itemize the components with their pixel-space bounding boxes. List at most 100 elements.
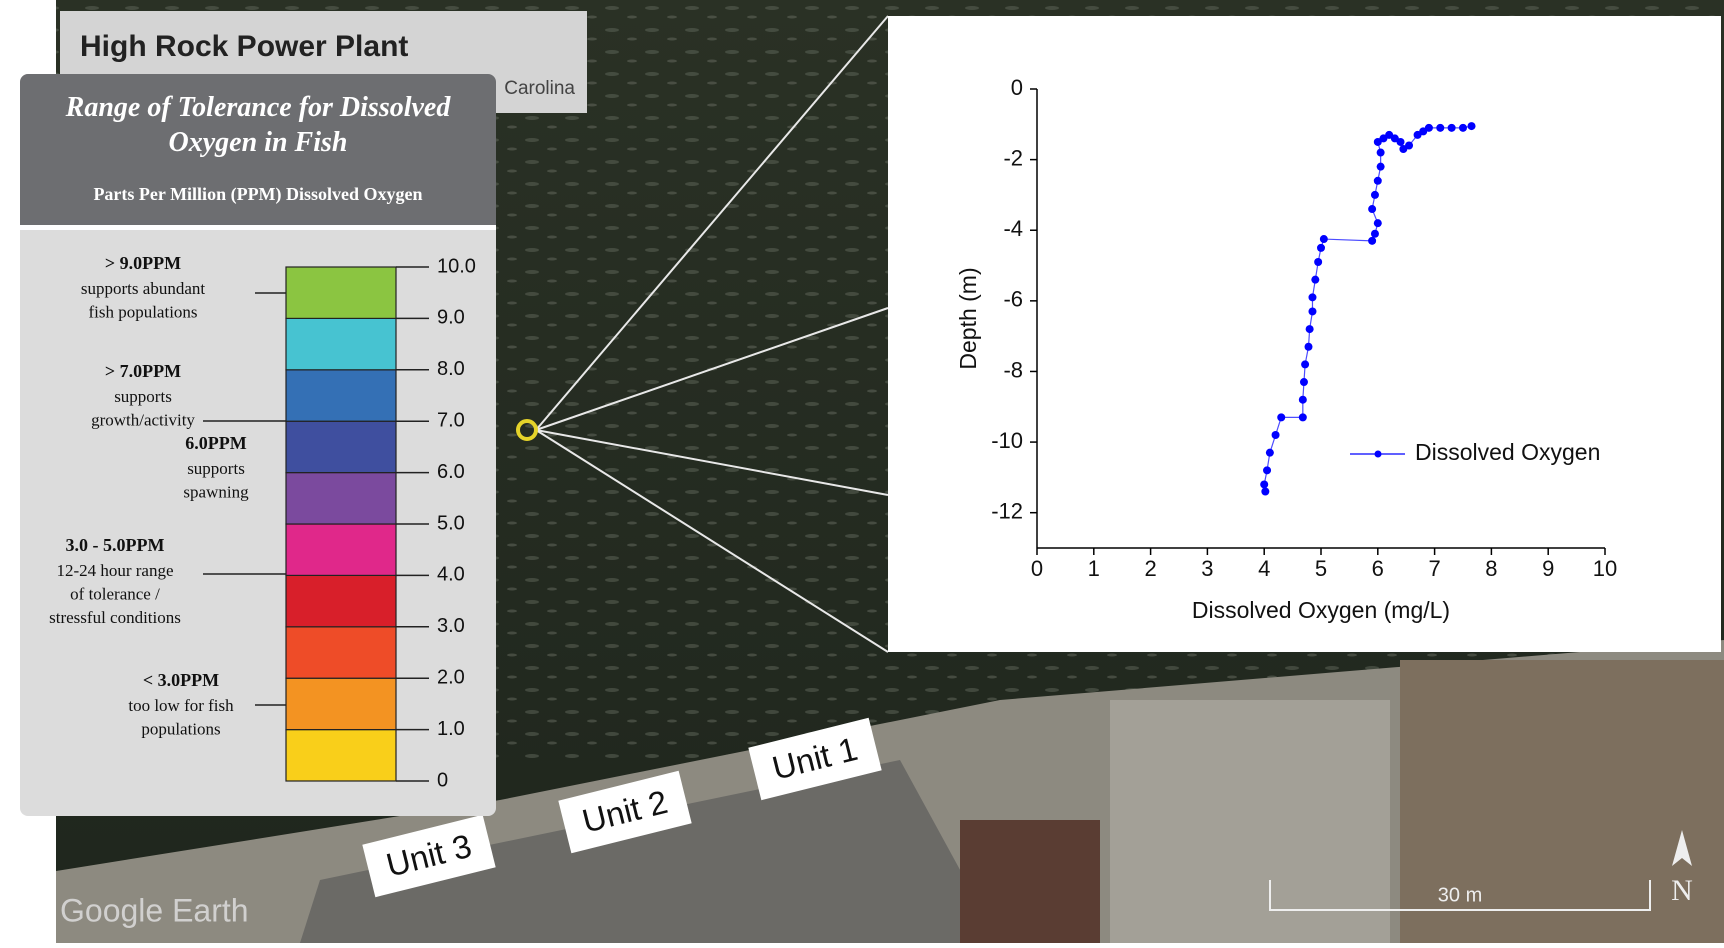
annotation-text: spawning bbox=[183, 482, 249, 501]
data-point bbox=[1308, 307, 1317, 316]
tolerance-band bbox=[285, 728, 397, 782]
y-tick-label: 10.0 bbox=[437, 255, 476, 277]
data-point bbox=[1368, 205, 1377, 214]
annotation-text: supports abundant bbox=[81, 279, 205, 298]
y-tick-label: 9.0 bbox=[437, 307, 465, 329]
annotation-heading: > 9.0PPM bbox=[105, 253, 181, 273]
y-tick-label: 8.0 bbox=[437, 358, 465, 380]
plant-building bbox=[960, 820, 1100, 943]
annotation-text: too low for fish bbox=[128, 696, 234, 715]
annotation-heading: > 7.0PPM bbox=[105, 361, 181, 381]
unit-1-label: Unit 1 bbox=[748, 717, 882, 801]
y-tick-label: -4 bbox=[1003, 216, 1023, 241]
x-tick-label: 6 bbox=[1372, 556, 1384, 581]
y-tick-label: 0 bbox=[437, 769, 448, 791]
scale-bar bbox=[1269, 880, 1651, 911]
data-point bbox=[1305, 325, 1314, 334]
scale-label: 30 m bbox=[1438, 884, 1482, 906]
annotation-text: stressful conditions bbox=[49, 608, 181, 627]
data-point bbox=[1314, 258, 1323, 267]
tolerance-title-box: Range of Tolerance for Dissolved Oxygen … bbox=[65, 92, 451, 158]
y-axis-title: Depth (m) bbox=[955, 267, 981, 369]
tolerance-band bbox=[285, 266, 397, 320]
y-tick-label: 1.0 bbox=[437, 718, 465, 740]
tolerance-subtitle: Parts Per Million (PPM) Dissolved Oxygen bbox=[93, 184, 422, 205]
data-point bbox=[1447, 123, 1456, 132]
y-tick-label: 4.0 bbox=[437, 564, 465, 586]
profile-panel bbox=[888, 16, 1721, 652]
tolerance-band bbox=[285, 626, 397, 679]
x-tick-label: 3 bbox=[1201, 556, 1213, 581]
data-point bbox=[1299, 378, 1308, 387]
plant-roof bbox=[300, 760, 1000, 943]
data-point bbox=[1271, 431, 1280, 440]
x-tick-label: 2 bbox=[1144, 556, 1156, 581]
sample-point bbox=[516, 419, 538, 441]
data-point bbox=[1311, 275, 1320, 284]
tolerance-band bbox=[285, 472, 397, 525]
tolerance-chart: 0 1.0 2.0 3.0 4.0 5.0 6.0 7.0 8.0 9.0 10.0 > 9.0PPM… bbox=[49, 253, 476, 791]
map-title: High Rock Power Plant bbox=[80, 30, 408, 63]
data-point bbox=[1304, 342, 1313, 351]
x-tick-label: 7 bbox=[1428, 556, 1440, 581]
data-point bbox=[1373, 219, 1382, 228]
data-point bbox=[1436, 123, 1445, 132]
tolerance-band bbox=[285, 523, 397, 577]
y-tick-label: 5.0 bbox=[437, 512, 465, 534]
x-tick-label: 0 bbox=[1031, 556, 1043, 581]
data-point bbox=[1373, 176, 1382, 185]
data-point bbox=[1298, 413, 1307, 422]
plant-structure bbox=[1110, 700, 1390, 943]
y-tick-label: 2.0 bbox=[437, 666, 465, 688]
x-axis-title: Dissolved Oxygen (mg/L) bbox=[1192, 597, 1450, 623]
annotation-text: supports bbox=[187, 459, 245, 478]
annotation-heading: 3.0 - 5.0PPM bbox=[66, 535, 165, 555]
map-subtitle: Carolina bbox=[504, 78, 575, 99]
x-tick-label: 9 bbox=[1542, 556, 1554, 581]
data-point bbox=[1459, 123, 1467, 132]
annotation-heading: < 3.0PPM bbox=[143, 670, 219, 690]
data-point bbox=[1373, 137, 1382, 146]
data-point bbox=[1370, 190, 1379, 199]
y-tick-label: -8 bbox=[1003, 357, 1023, 382]
y-tick-label: 3.0 bbox=[437, 615, 465, 637]
y-tick-label: -6 bbox=[1003, 287, 1023, 312]
data-point bbox=[1413, 130, 1422, 139]
data-point bbox=[1376, 148, 1385, 157]
tolerance-band bbox=[285, 677, 397, 731]
y-tick-label: 6.0 bbox=[437, 461, 465, 483]
unit-3-label: Unit 3 bbox=[362, 814, 496, 898]
x-tick-label: 4 bbox=[1258, 556, 1270, 581]
annotation-text: 12-24 hour range bbox=[56, 561, 173, 580]
x-tick-label: 8 bbox=[1485, 556, 1497, 581]
x-tick-label: 5 bbox=[1315, 556, 1327, 581]
north-label: N bbox=[1671, 874, 1693, 907]
data-point bbox=[1370, 229, 1379, 238]
profile-chart: 0 1 2 3 4 5 6 7 8 9 10 0 -2 -4 -6 -8 -10 -12 Dissolved Oxy… bbox=[955, 75, 1617, 623]
data-point bbox=[1298, 395, 1307, 404]
y-tick-label: -10 bbox=[991, 428, 1023, 453]
y-tick-label: 7.0 bbox=[437, 409, 465, 431]
legend-label: Dissolved Oxygen bbox=[1415, 439, 1600, 465]
data-point bbox=[1308, 293, 1317, 302]
data-point bbox=[1277, 413, 1286, 422]
annotation-leaders bbox=[203, 292, 286, 706]
tolerance-title: Range of Tolerance for Dissolved Oxygen … bbox=[65, 92, 451, 158]
annotation-text: supports bbox=[114, 387, 172, 406]
y-tick-label: -2 bbox=[1003, 145, 1023, 170]
annotation-text: growth/activity bbox=[91, 410, 195, 429]
x-tick-label: 10 bbox=[1593, 556, 1617, 581]
annotation-text: fish populations bbox=[88, 302, 197, 321]
data-point bbox=[1317, 243, 1325, 252]
data-point bbox=[1301, 360, 1310, 369]
tolerance-band bbox=[285, 574, 397, 628]
dirt-area bbox=[1400, 660, 1724, 943]
header-divider bbox=[20, 225, 496, 230]
y-tick-label: 0 bbox=[1011, 75, 1023, 100]
annotation-heading: 6.0PPM bbox=[185, 433, 246, 453]
annotation-text: populations bbox=[141, 719, 220, 738]
data-point bbox=[1368, 236, 1377, 245]
callout-lines bbox=[535, 15, 889, 653]
data-point bbox=[1260, 480, 1269, 489]
